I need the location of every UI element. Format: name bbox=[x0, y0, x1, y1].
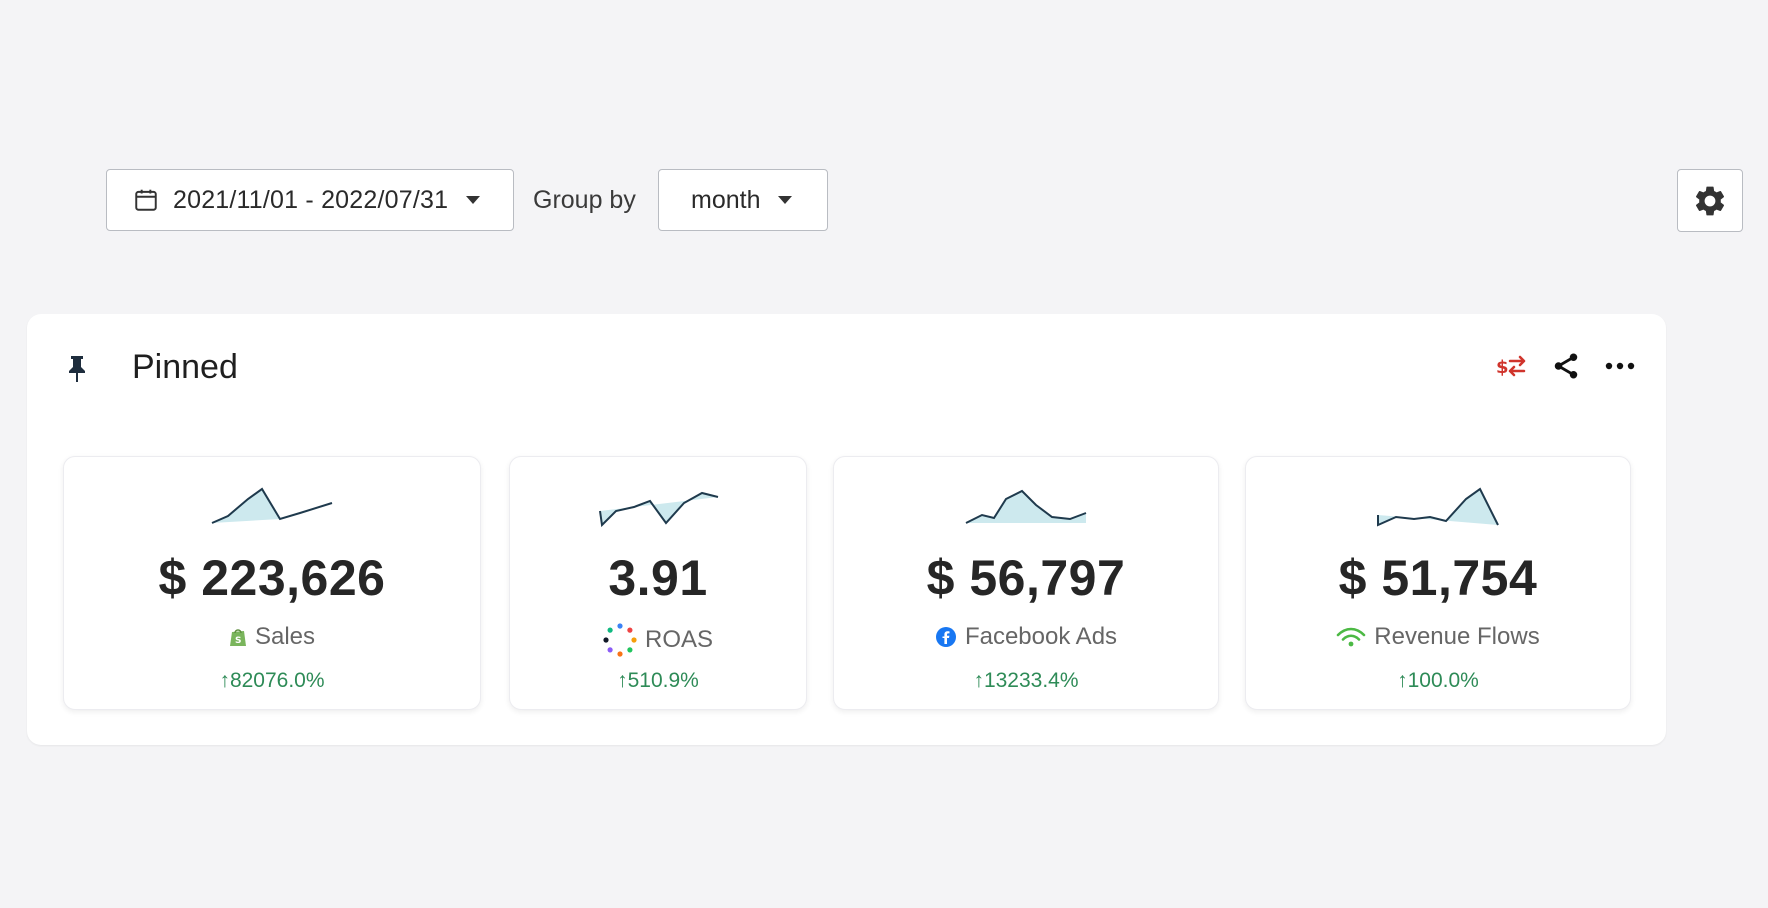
svg-text:$: $ bbox=[1496, 357, 1509, 378]
metric-name: Revenue Flows bbox=[1374, 623, 1540, 650]
pin-icon bbox=[69, 356, 85, 382]
metric-value: 3.91 bbox=[608, 550, 708, 606]
sparkline bbox=[1377, 487, 1499, 527]
metric-label: ROAS bbox=[510, 623, 806, 657]
wifi-icon bbox=[1336, 627, 1366, 647]
sparkline bbox=[211, 487, 333, 524]
share-icon bbox=[1554, 353, 1578, 379]
metric-value: $ 223,626 bbox=[158, 550, 386, 606]
sparkline bbox=[599, 491, 719, 528]
metric-card-revenue-flows[interactable]: $ 51,754 Revenue Flows ↑100.0% bbox=[1245, 456, 1631, 710]
svg-text:S: S bbox=[235, 636, 241, 646]
more-options-button[interactable] bbox=[1604, 350, 1636, 382]
metric-name: Facebook Ads bbox=[964, 623, 1118, 650]
chevron-down-icon bbox=[466, 196, 481, 204]
group-by-label: Group by bbox=[533, 186, 636, 214]
metric-change: ↑100.0% bbox=[1397, 669, 1479, 692]
metric-card-facebook-ads[interactable]: $ 56,797 Facebook Ads ↑13233.4% bbox=[833, 456, 1219, 710]
group-by-select[interactable]: month bbox=[658, 169, 828, 231]
metric-card-sales[interactable]: $ 223,626 S Sales ↑82076.0% bbox=[63, 456, 481, 710]
chevron-down-icon bbox=[778, 196, 793, 204]
more-horizontal-icon bbox=[1605, 362, 1635, 370]
metric-name: Sales bbox=[254, 623, 316, 650]
gear-icon bbox=[1695, 186, 1725, 215]
metric-value: $ 56,797 bbox=[926, 550, 1126, 606]
roas-dots-icon bbox=[603, 623, 637, 657]
currency-swap-icon: $ bbox=[1496, 355, 1526, 378]
panel-actions: $ bbox=[1496, 350, 1636, 382]
metric-label: Facebook Ads bbox=[834, 623, 1218, 651]
metric-label: S Sales bbox=[64, 623, 480, 651]
currency-swap-button[interactable]: $ bbox=[1496, 350, 1528, 382]
shopify-icon: S bbox=[229, 629, 246, 646]
panel-title: Pinned bbox=[132, 348, 238, 386]
calendar-icon bbox=[135, 189, 157, 211]
metric-change: ↑510.9% bbox=[617, 669, 699, 692]
group-by-value: month bbox=[691, 185, 761, 214]
toolbar: 2021/11/01 - 2022/07/31 Group by month bbox=[0, 0, 1768, 260]
metric-name: ROAS bbox=[644, 626, 713, 653]
metric-card-roas[interactable]: 3.91 ROAS ↑510.9% bbox=[509, 456, 807, 710]
pinned-panel: Pinned $ bbox=[27, 314, 1666, 745]
metric-change: ↑13233.4% bbox=[973, 669, 1079, 692]
date-range-picker[interactable]: 2021/11/01 - 2022/07/31 bbox=[106, 169, 514, 231]
metric-value: $ 51,754 bbox=[1338, 550, 1538, 606]
settings-button[interactable] bbox=[1677, 169, 1743, 232]
share-button[interactable] bbox=[1550, 350, 1582, 382]
sparkline bbox=[965, 489, 1087, 524]
date-range-label: 2021/11/01 - 2022/07/31 bbox=[173, 185, 449, 214]
facebook-icon bbox=[935, 627, 956, 647]
metric-label: Revenue Flows bbox=[1246, 623, 1630, 651]
metric-change: ↑82076.0% bbox=[219, 669, 325, 692]
